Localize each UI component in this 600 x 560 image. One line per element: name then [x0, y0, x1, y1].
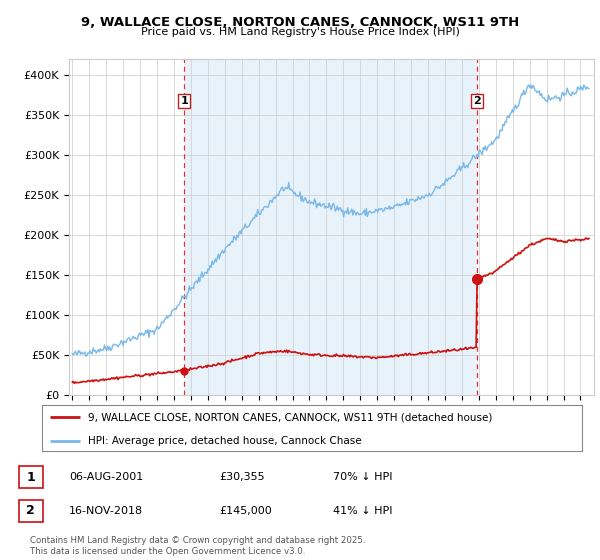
Text: Price paid vs. HM Land Registry's House Price Index (HPI): Price paid vs. HM Land Registry's House … — [140, 27, 460, 37]
Text: 16-NOV-2018: 16-NOV-2018 — [69, 506, 143, 516]
Text: 06-AUG-2001: 06-AUG-2001 — [69, 472, 143, 482]
Bar — [184, 59, 477, 395]
Text: 70% ↓ HPI: 70% ↓ HPI — [333, 472, 392, 482]
Text: £30,355: £30,355 — [219, 472, 265, 482]
Text: 9, WALLACE CLOSE, NORTON CANES, CANNOCK, WS11 9TH: 9, WALLACE CLOSE, NORTON CANES, CANNOCK,… — [81, 16, 519, 29]
Text: HPI: Average price, detached house, Cannock Chase: HPI: Average price, detached house, Cann… — [88, 436, 362, 446]
Text: 2: 2 — [473, 96, 481, 106]
Text: £145,000: £145,000 — [219, 506, 272, 516]
Text: 9, WALLACE CLOSE, NORTON CANES, CANNOCK, WS11 9TH (detached house): 9, WALLACE CLOSE, NORTON CANES, CANNOCK,… — [88, 412, 492, 422]
Text: Contains HM Land Registry data © Crown copyright and database right 2025.
This d: Contains HM Land Registry data © Crown c… — [30, 536, 365, 556]
Text: 41% ↓ HPI: 41% ↓ HPI — [333, 506, 392, 516]
Text: 1: 1 — [180, 96, 188, 106]
Text: 1: 1 — [26, 470, 35, 484]
Text: 2: 2 — [26, 504, 35, 517]
